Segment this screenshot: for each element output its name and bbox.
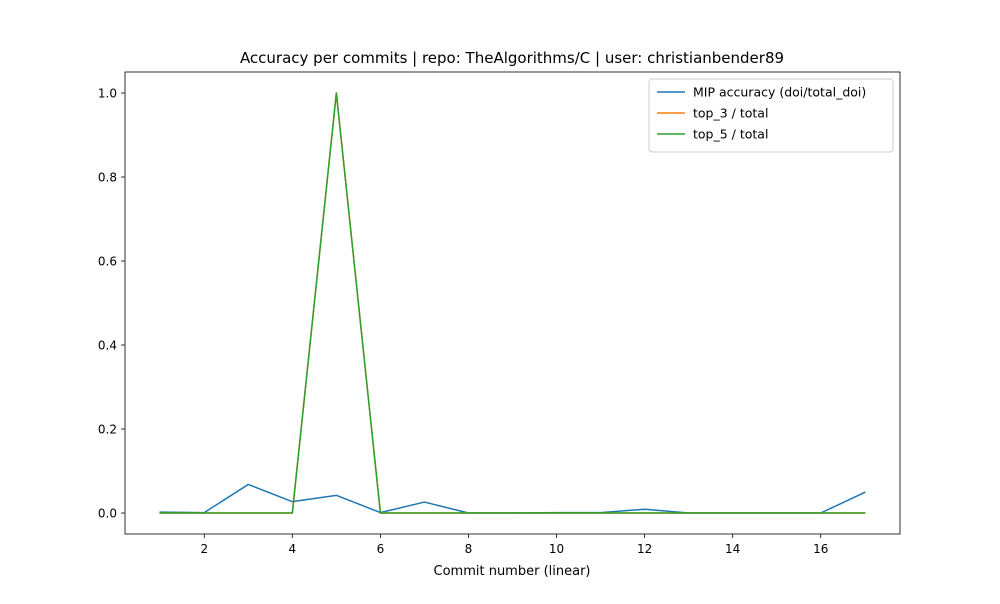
plot-area bbox=[159, 92, 866, 514]
legend-label-1: MIP accuracy (doi/total_doi) bbox=[693, 85, 866, 100]
axes: 2 4 6 8 10 12 14 16 0.0 0.2 0.4 0.6 0.8 1.0 bbox=[98, 71, 901, 556]
series-line-3 bbox=[159, 92, 866, 514]
legend-box bbox=[648, 78, 894, 153]
axes-frame bbox=[124, 71, 901, 535]
x-tick-label: 10 bbox=[549, 542, 564, 556]
x-tick-label: 4 bbox=[289, 542, 297, 556]
x-tick-label: 2 bbox=[200, 542, 208, 556]
chart-title: Accuracy per commits | repo: TheAlgorith… bbox=[240, 49, 784, 67]
legend-label-3: top_5 / total bbox=[693, 127, 768, 142]
y-tick-label: 0.6 bbox=[98, 255, 117, 269]
series-line-2 bbox=[159, 92, 866, 514]
legend: MIP accuracy (doi/total_doi) top_3 / tota… bbox=[648, 78, 894, 153]
y-tick-label: 0.4 bbox=[98, 339, 117, 353]
y-tick-label: 0.0 bbox=[98, 507, 117, 521]
x-tick-label: 14 bbox=[725, 542, 740, 556]
x-tick-label: 12 bbox=[637, 542, 652, 556]
y-tick-label: 0.2 bbox=[98, 423, 117, 437]
series-line-1 bbox=[159, 483, 866, 514]
x-tick-label: 8 bbox=[465, 542, 473, 556]
x-tick-label: 16 bbox=[813, 542, 828, 556]
y-tick-label: 0.8 bbox=[98, 171, 117, 185]
legend-label-2: top_3 / total bbox=[693, 106, 768, 121]
y-tick-label: 1.0 bbox=[98, 87, 117, 101]
x-axis-label: Commit number (linear) bbox=[434, 564, 591, 579]
x-tick-label: 6 bbox=[377, 542, 385, 556]
